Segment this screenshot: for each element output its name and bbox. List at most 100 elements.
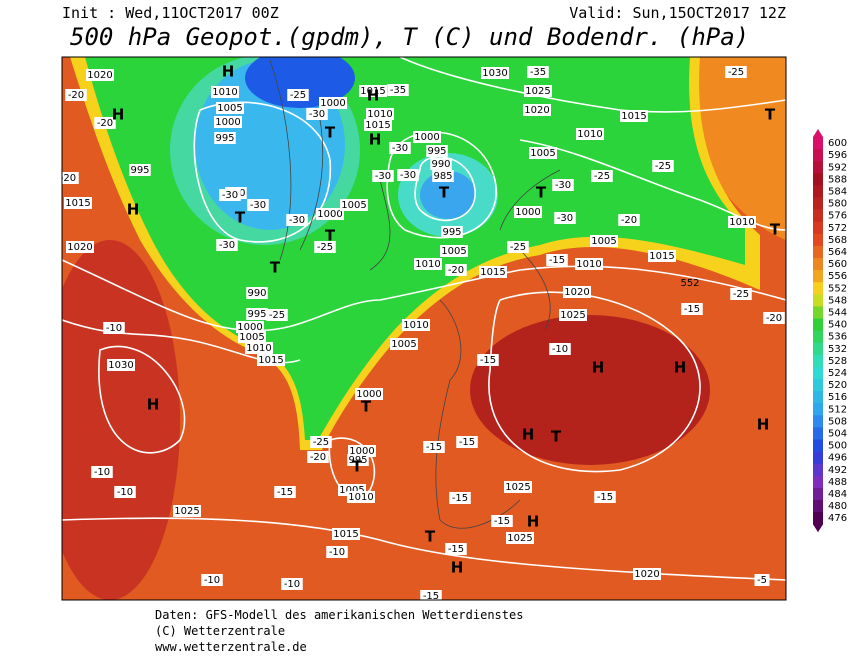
isobar-label: 1000 bbox=[215, 117, 240, 128]
colorbar-label: 528 bbox=[828, 356, 847, 367]
isobar-label: 985 bbox=[433, 171, 452, 182]
colorbar-label: 576 bbox=[828, 211, 847, 222]
pressure-center: T bbox=[235, 209, 246, 227]
isobar-label-box bbox=[633, 568, 661, 580]
warm-core bbox=[470, 315, 710, 465]
init-time: Init : Wed,11OCT2017 00Z bbox=[62, 4, 279, 22]
temperature-label: -20 bbox=[68, 90, 84, 101]
isobar-label-box bbox=[523, 104, 551, 116]
isobar-label: 1025 bbox=[505, 482, 530, 493]
isobar-label-box bbox=[559, 309, 587, 321]
isobar-label-box bbox=[620, 110, 648, 122]
isobar-label: 995 bbox=[427, 146, 446, 157]
temperature-label-box bbox=[266, 309, 288, 321]
isobar-label-box bbox=[257, 354, 285, 366]
temperature-label-box bbox=[389, 142, 411, 154]
isobar-label-box bbox=[129, 164, 151, 176]
isobar-label-box bbox=[173, 505, 201, 517]
isobar-label: 1010 bbox=[576, 259, 601, 270]
temperature-label-box bbox=[91, 466, 113, 478]
temperature-label: -30 bbox=[309, 109, 325, 120]
pressure-center: T bbox=[361, 398, 372, 416]
isobar-label-box bbox=[563, 286, 591, 298]
isobar-label: 995 bbox=[130, 165, 149, 176]
isobar-label: 1010 bbox=[367, 109, 392, 120]
isobar-label: 1025 bbox=[560, 310, 585, 321]
temperature-label: -35 bbox=[390, 85, 406, 96]
isobar-label: 1010 bbox=[348, 492, 373, 503]
geopotential-label: 552 bbox=[680, 278, 699, 289]
temperature-label: -25 bbox=[728, 67, 744, 78]
isobar-label-box bbox=[66, 241, 94, 253]
temperature-label-box bbox=[681, 303, 703, 315]
isobar-label: 1015 bbox=[360, 86, 385, 97]
colorbar-label: 476 bbox=[828, 513, 847, 524]
colorbar-label: 520 bbox=[828, 380, 847, 391]
colorbar-label: 488 bbox=[828, 477, 847, 488]
isobar-label-box bbox=[245, 342, 273, 354]
colorbar-swatch bbox=[813, 500, 823, 513]
isobar-label-box bbox=[86, 69, 114, 81]
colorbar-swatch bbox=[813, 233, 823, 247]
colorbar-label: 592 bbox=[828, 162, 847, 173]
colorbar-swatch bbox=[813, 197, 823, 211]
isobar-label: 995 bbox=[348, 455, 367, 466]
temperature-label: -10 bbox=[552, 344, 568, 355]
temperature-label: -30 bbox=[289, 215, 305, 226]
temperature-label: -10 bbox=[204, 575, 220, 586]
colorbar-swatch bbox=[813, 512, 823, 525]
temperature-label-box bbox=[445, 264, 467, 276]
isobar-label-box bbox=[413, 131, 441, 143]
isobar-label: 1005 bbox=[339, 485, 364, 496]
temperature-label: -30 bbox=[392, 143, 408, 154]
pressure-center: H bbox=[522, 426, 535, 444]
isobar-label-box bbox=[246, 308, 268, 320]
colorbar-swatch bbox=[813, 330, 823, 344]
isobar-label: 1015 bbox=[333, 529, 358, 540]
colorbar-arrow-top bbox=[813, 129, 823, 137]
isobar-label: 1000 bbox=[320, 98, 345, 109]
isobar-label: 1000 bbox=[237, 322, 262, 333]
isobar-label: 1020 bbox=[67, 242, 92, 253]
footer-source: Daten: GFS-Modell des amerikanischen Wet… bbox=[155, 608, 523, 622]
temperature-label-box bbox=[326, 546, 348, 558]
temperature-label-box bbox=[287, 89, 309, 101]
isobar-label-box bbox=[107, 359, 135, 371]
temperature-label: -15 bbox=[459, 437, 475, 448]
temperature-label: -25 bbox=[313, 437, 329, 448]
colorbar-swatch bbox=[813, 282, 823, 295]
colorbar-swatch bbox=[813, 294, 823, 307]
isobar-label-box bbox=[332, 528, 360, 540]
colorbar-label: 548 bbox=[828, 295, 847, 306]
colorbar-label: 516 bbox=[828, 392, 847, 403]
colorbar-label: 540 bbox=[828, 320, 847, 331]
temperature-label-box bbox=[420, 590, 442, 600]
isobar-label: 1000 bbox=[515, 207, 540, 218]
isobar-label-box bbox=[648, 250, 676, 262]
temperature-label-box bbox=[552, 179, 574, 191]
colorbar-swatch bbox=[813, 270, 823, 283]
map-title: 500 hPa Geopot.(gpdm), T (C) und Bodendr… bbox=[70, 23, 749, 51]
colorbar-swatch bbox=[813, 306, 823, 319]
colorbar-swatch bbox=[813, 318, 823, 332]
colorbar-label: 588 bbox=[828, 174, 847, 185]
temperature-label-box bbox=[219, 189, 241, 201]
temperature-label-box bbox=[423, 441, 445, 453]
colorbar-label: 504 bbox=[828, 428, 847, 439]
isobar-label: 1005 bbox=[391, 339, 416, 350]
colorbar-swatch bbox=[813, 379, 823, 392]
cold-core-deep bbox=[245, 57, 355, 108]
colorbar-label: 512 bbox=[828, 404, 847, 415]
isobar-label-box bbox=[236, 321, 264, 333]
isobar-label-box bbox=[430, 158, 452, 170]
isobar-label: 1010 bbox=[212, 87, 237, 98]
isobar-label-box bbox=[366, 108, 394, 120]
temperature-label: -15 bbox=[684, 304, 700, 315]
isobar-label: 1005 bbox=[441, 246, 466, 257]
isobar-label: 1000 bbox=[356, 389, 381, 400]
temperature-label-box bbox=[314, 241, 336, 253]
pressure-center: H bbox=[674, 359, 687, 377]
isobar-label-box bbox=[481, 67, 509, 79]
pressure-center: T bbox=[325, 227, 336, 245]
colorbar-label: 496 bbox=[828, 453, 847, 464]
